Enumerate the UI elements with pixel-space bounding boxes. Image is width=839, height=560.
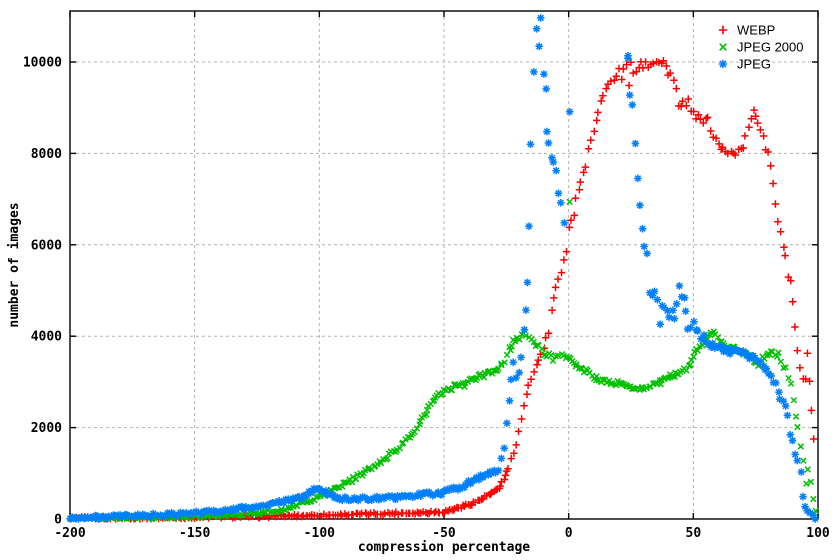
legend-label: WEBP: [737, 23, 775, 38]
x-tick-label: -150: [179, 526, 210, 541]
x-axis-title: compression percentage: [358, 540, 530, 555]
y-tick-label: 8000: [31, 147, 62, 162]
legend-marker-plus-icon: [718, 25, 728, 35]
legend-item-jpeg-2000: JPEG 2000: [719, 40, 804, 55]
y-tick-label: 6000: [31, 238, 62, 253]
y-tick-label: 4000: [31, 330, 62, 345]
legend-marker-asterisk-icon: [718, 59, 728, 69]
legend-item-webp: WEBP: [718, 23, 775, 38]
x-tick-label: 50: [686, 526, 702, 541]
x-tick-label: -200: [54, 526, 85, 541]
gridlines: [70, 11, 818, 519]
legend: WEBP JPEG 2000 JPEG: [718, 23, 804, 72]
x-tick-label: -50: [432, 526, 456, 541]
legend-marker-cross-icon: [719, 43, 727, 51]
y-axis-title: number of images: [7, 202, 22, 327]
x-tick-label: 0: [565, 526, 573, 541]
legend-label: JPEG 2000: [737, 40, 804, 55]
x-tick-label: 100: [806, 526, 830, 541]
y-tick-label: 10000: [23, 56, 62, 71]
y-tick-label: 0: [54, 513, 62, 528]
legend-label: JPEG: [737, 57, 771, 72]
x-tick-label: -100: [304, 526, 335, 541]
y-tick-label: 2000: [31, 421, 62, 436]
series-jpeg-points: [66, 14, 819, 523]
legend-item-jpeg: JPEG: [718, 57, 771, 72]
